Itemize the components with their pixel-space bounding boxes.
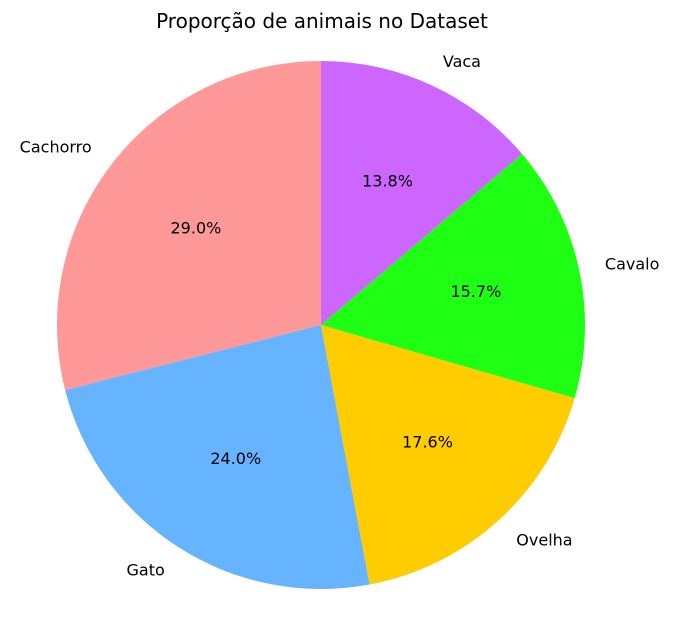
pie-slice-cachorro xyxy=(56,61,322,391)
pie-slice-gato xyxy=(65,325,370,589)
chart-title: Proporção de animais no Dataset xyxy=(156,9,488,33)
category-label-cavalo: Cavalo xyxy=(605,254,659,273)
pct-label-gato: 24.0% xyxy=(210,449,261,468)
category-label-vaca: Vaca xyxy=(443,52,481,71)
pie-slice-ovelha xyxy=(321,325,575,585)
category-label-gato: Gato xyxy=(126,560,164,579)
pct-label-vaca: 13.8% xyxy=(362,172,413,191)
pct-label-cachorro: 29.0% xyxy=(171,218,222,237)
pct-label-cavalo: 15.7% xyxy=(450,282,501,301)
category-label-ovelha: Ovelha xyxy=(516,530,572,549)
pie-slice-cavalo xyxy=(321,154,585,399)
pie-percentage-labels: 29.0% 24.0% 17.6% 15.7% 13.8% xyxy=(171,172,502,468)
pie-category-labels: Cachorro Gato Ovelha Cavalo Vaca xyxy=(20,52,660,579)
pie-slices xyxy=(56,60,585,589)
category-label-cachorro: Cachorro xyxy=(20,137,92,156)
pie-slice-vaca xyxy=(321,60,523,325)
pct-label-ovelha: 17.6% xyxy=(402,433,453,452)
